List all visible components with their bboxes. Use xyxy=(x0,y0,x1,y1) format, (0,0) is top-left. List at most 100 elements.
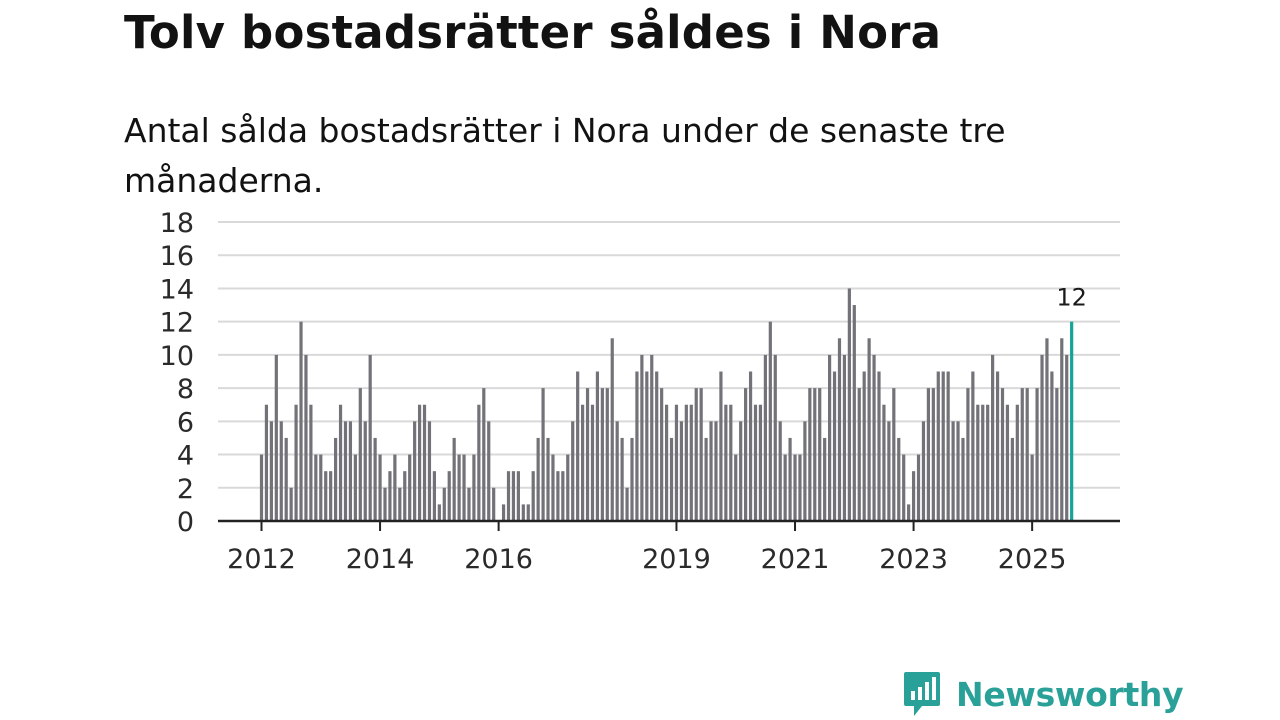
bar xyxy=(828,354,832,521)
bar xyxy=(334,437,338,521)
bar xyxy=(576,371,580,521)
bar xyxy=(857,388,861,521)
bar xyxy=(842,354,847,521)
bar xyxy=(897,437,901,521)
bar xyxy=(343,421,348,521)
bar xyxy=(783,454,787,521)
bar xyxy=(1060,338,1064,521)
brand-name: Newsworthy xyxy=(956,674,1184,714)
bar xyxy=(511,471,516,521)
bar xyxy=(630,437,634,521)
bar xyxy=(264,404,269,521)
bar xyxy=(679,421,683,521)
bar xyxy=(709,421,713,521)
bar xyxy=(1035,388,1039,521)
bar xyxy=(358,388,362,521)
bar xyxy=(492,487,496,521)
bar xyxy=(590,404,595,521)
bar xyxy=(956,421,960,521)
bar xyxy=(477,404,481,521)
bar xyxy=(664,404,669,521)
y-tick-label: 2 xyxy=(177,474,194,505)
bar xyxy=(887,421,891,521)
bar xyxy=(847,288,851,521)
x-tick-label: 2023 xyxy=(879,544,948,575)
bar xyxy=(348,421,353,521)
bar xyxy=(778,421,782,521)
x-tick-label: 2016 xyxy=(464,544,533,575)
y-tick-label: 6 xyxy=(177,407,194,438)
bar xyxy=(729,404,733,521)
bar xyxy=(902,454,906,521)
bar xyxy=(610,338,614,521)
bar xyxy=(615,421,619,521)
bar xyxy=(837,338,842,521)
bar xyxy=(541,388,545,521)
y-tick-label: 16 xyxy=(160,241,194,272)
bar xyxy=(867,338,871,521)
highlight-data-label: 12 xyxy=(1056,284,1087,312)
bar xyxy=(566,454,570,521)
bar xyxy=(981,404,985,521)
y-tick-label: 18 xyxy=(160,208,194,239)
bar xyxy=(472,454,476,521)
bar xyxy=(1015,404,1019,521)
bar xyxy=(1065,354,1069,521)
bar xyxy=(408,454,412,521)
bar xyxy=(941,371,945,521)
bar xyxy=(516,471,520,521)
bar xyxy=(546,437,550,521)
bar xyxy=(363,421,367,521)
y-tick-label: 10 xyxy=(160,341,194,372)
bar xyxy=(388,471,392,521)
bar xyxy=(581,404,585,521)
newsworthy-logo: Newsworthy xyxy=(902,670,1184,718)
bar xyxy=(724,404,728,521)
x-tick-label: 2025 xyxy=(998,544,1067,575)
bar xyxy=(289,487,293,521)
bar xyxy=(704,437,708,521)
bar xyxy=(971,371,975,521)
bar xyxy=(383,487,387,521)
x-tick-label: 2012 xyxy=(227,544,296,575)
bar xyxy=(818,388,822,521)
bar xyxy=(625,487,629,521)
bar xyxy=(793,454,797,521)
bar xyxy=(739,421,743,521)
bar xyxy=(368,354,372,521)
bar xyxy=(304,354,308,521)
bar xyxy=(378,454,382,521)
bar xyxy=(398,487,402,521)
bar xyxy=(1025,388,1029,521)
gridlines xyxy=(218,221,1120,489)
bar xyxy=(1005,404,1010,521)
bar xyxy=(422,404,427,521)
bar xyxy=(966,388,970,521)
bar xyxy=(1010,437,1014,521)
bar xyxy=(427,421,432,521)
bar xyxy=(373,437,377,521)
bar xyxy=(758,404,763,521)
bar xyxy=(872,354,876,521)
bar xyxy=(437,504,441,521)
bar xyxy=(393,454,397,521)
bar xyxy=(536,437,540,521)
bar xyxy=(921,421,926,521)
bar xyxy=(744,388,748,521)
bar-highlight xyxy=(1070,321,1074,521)
bar xyxy=(1000,388,1005,521)
bar xyxy=(457,454,461,521)
bar xyxy=(650,354,654,521)
bar xyxy=(694,388,698,521)
bar xyxy=(862,371,866,521)
bar xyxy=(324,471,328,521)
bar xyxy=(585,388,590,521)
bar xyxy=(338,404,343,521)
bar xyxy=(269,421,273,521)
bar xyxy=(773,354,777,521)
bar xyxy=(699,388,703,521)
bar xyxy=(309,404,313,521)
bar xyxy=(748,371,753,521)
bar xyxy=(961,437,965,521)
bar xyxy=(620,437,624,521)
